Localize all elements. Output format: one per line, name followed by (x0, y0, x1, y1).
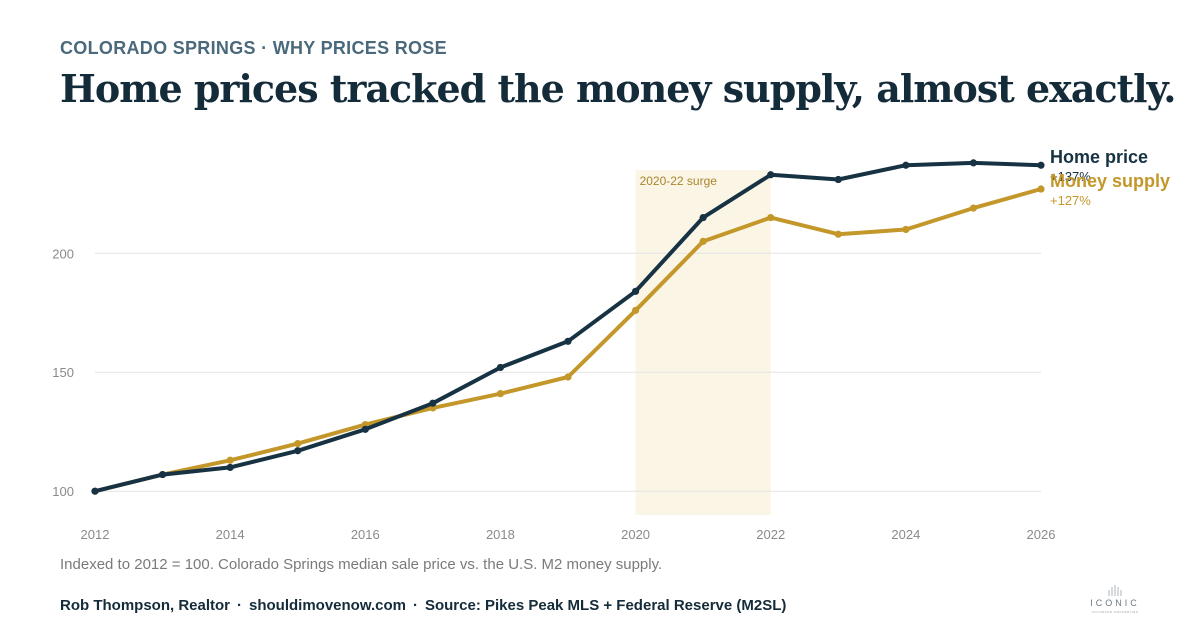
home-price-point (699, 213, 707, 222)
home-price-point (361, 425, 369, 433)
home-price-point (1037, 161, 1045, 169)
money-supply-point (902, 225, 910, 234)
home-price-line (93, 160, 1043, 494)
x-tick-label: 2024 (891, 527, 920, 542)
x-tick-label: 2014 (216, 527, 245, 542)
money-supply-point (969, 204, 978, 212)
chart-headline: Home prices tracked the money supply, al… (60, 66, 1177, 111)
home-price-point (429, 399, 437, 407)
money-supply-point (699, 237, 707, 245)
home-price-point (564, 337, 572, 345)
money-supply-point (1037, 185, 1045, 193)
x-tick-label: 2026 (1027, 527, 1056, 542)
brand-logo: ICONIC COLORADO PROPERTIES (1080, 584, 1150, 620)
money-supply-point (767, 213, 775, 222)
money-supply-point (496, 390, 505, 398)
home-price-end-label: Home price (1050, 147, 1148, 167)
home-price-change-label: +137% (1050, 169, 1091, 184)
x-tick-label: 2020 (621, 527, 650, 542)
surge-band (635, 170, 771, 515)
y-tick-label: 100 (52, 484, 74, 499)
money-supply-change-label: +127% (1050, 193, 1091, 208)
surge-label: 2020-22 surge (640, 174, 718, 188)
money-supply-point (564, 373, 572, 381)
home-price-point (158, 470, 167, 479)
money-supply-end-label: Money supply (1050, 171, 1170, 191)
x-tick-label: 2022 (756, 527, 785, 542)
home-price-point (294, 447, 302, 455)
footer-separator: · (412, 597, 418, 614)
chart-note: Indexed to 2012 = 100. Colorado Springs … (60, 556, 663, 573)
home-price-point (767, 171, 775, 179)
logo-wordmark: ICONIC (1090, 598, 1140, 608)
footer-author: Rob Thompson, Realtor (60, 597, 230, 614)
footer: Rob Thompson, Realtor · shouldimovenow.com… (60, 597, 786, 614)
chart-kicker: COLORADO SPRINGS · WHY PRICES ROSE (60, 38, 447, 58)
home-price-point (631, 287, 640, 295)
home-price-point (834, 175, 842, 184)
x-tick-label: 2012 (81, 527, 110, 542)
home-price-point (226, 463, 234, 472)
x-tick-label: 2016 (351, 527, 380, 542)
y-tick-label: 150 (52, 365, 74, 380)
home-price-point (902, 161, 910, 169)
y-tick-label: 200 (52, 246, 74, 261)
logo-mark-icon (1108, 585, 1122, 596)
money-supply-point (834, 230, 842, 238)
home-price-point (969, 159, 978, 167)
footer-source: Source: Pikes Peak MLS + Federal Reserve… (424, 597, 787, 614)
footer-separator: · (237, 597, 242, 614)
home-price-point (496, 363, 505, 372)
money-supply-point (631, 306, 640, 314)
home-price-point (91, 487, 99, 495)
money-supply-point (226, 456, 234, 464)
logo-subtext: COLORADO PROPERTIES (1091, 610, 1139, 614)
money-supply-point (294, 440, 302, 448)
x-tick-label: 2018 (486, 527, 515, 542)
footer-site: shouldimovenow.com (249, 597, 406, 614)
